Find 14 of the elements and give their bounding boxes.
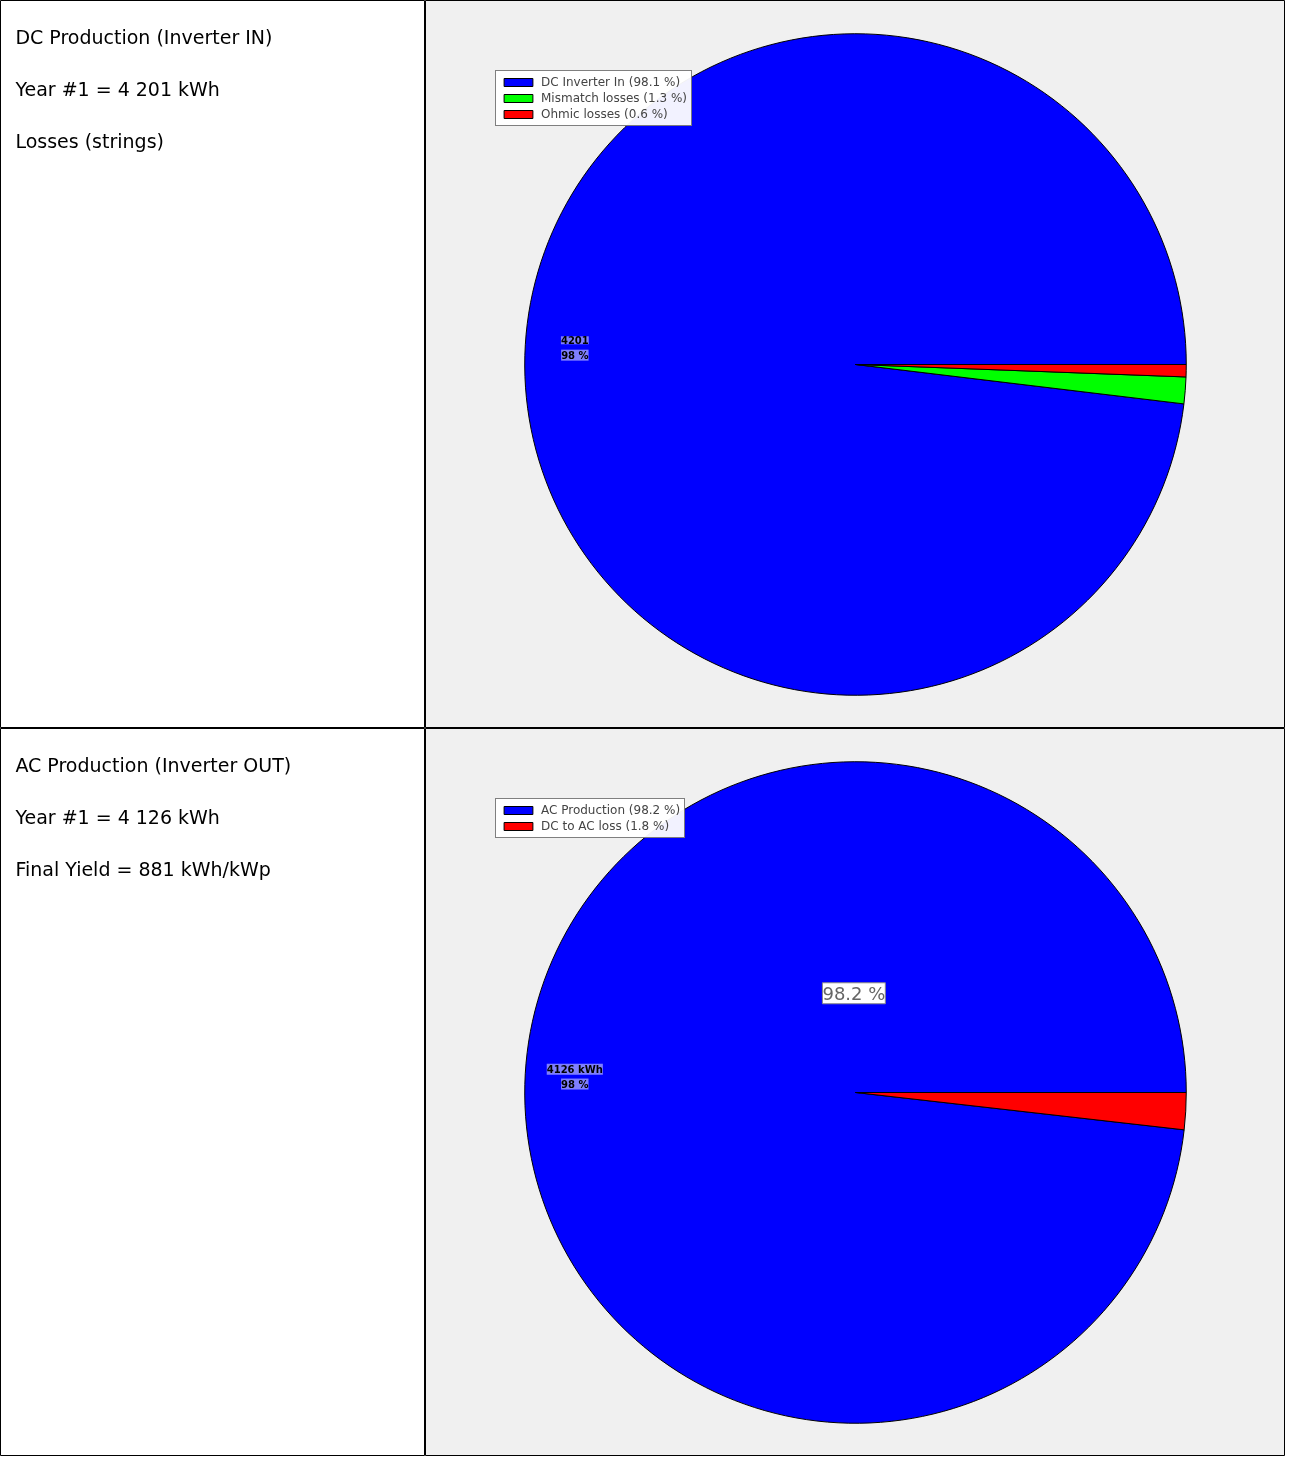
text: DC Production (Inverter IN) [15,25,273,48]
text: Year #1 = 4 126 kWh [14,805,220,828]
data-label: 4201 98 % [560,335,589,361]
text: Final Yield = 881 kWh/kWp [15,857,271,880]
legend-label: AC Production (98.2 %) [541,803,681,817]
legend-label: Mismatch losses (1.3 %) [541,91,687,105]
legend-label: DC Inverter In (98.1 %) [541,75,681,89]
legend-label: DC to AC loss (1.8 %) [541,819,670,833]
text: 98.2 % [822,982,886,1004]
text: AC Production (Inverter OUT) [15,753,292,776]
legend-label: Ohmic losses (0.6 %) [541,107,668,121]
data-label: 4126 kWh 98 % [546,1063,603,1090]
text: Year #1 = 4 201 kWh [14,77,220,100]
text: Losses (strings) [15,129,164,152]
